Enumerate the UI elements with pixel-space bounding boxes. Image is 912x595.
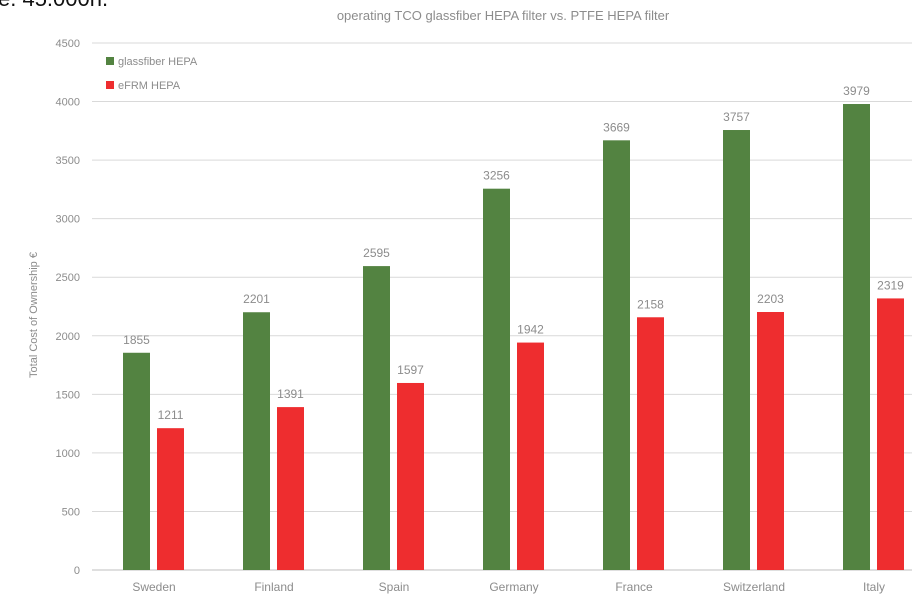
bar-efrm-switzerland — [757, 312, 784, 570]
y-tick-label: 3000 — [56, 214, 80, 226]
bar-glassfiber-spain — [363, 266, 390, 570]
legend-label: eFRM HEPA — [118, 80, 181, 92]
data-label: 3256 — [483, 169, 510, 183]
x-tick-label: Germany — [489, 580, 538, 594]
bar-efrm-finland — [277, 407, 304, 570]
y-tick-label: 4500 — [56, 38, 80, 50]
y-tick-label: 2000 — [56, 331, 80, 343]
data-labels: 1855 1211 2201 1391 2595 1597 3256 1942 3669 2158… — [123, 84, 904, 422]
bar-efrm-germany — [517, 342, 544, 570]
x-tick-label: Spain — [379, 580, 410, 594]
y-tick-label: 0 — [74, 565, 80, 577]
y-tick-label: 500 — [62, 506, 80, 518]
bar-glassfiber-finland — [243, 312, 270, 570]
data-label: 2158 — [637, 297, 664, 311]
data-label: 1855 — [123, 333, 150, 347]
x-tick-label: Italy — [863, 580, 885, 594]
y-axis-ticks: 0 500 1000 1500 2000 2500 3000 3500 4000 4500 — [56, 38, 80, 577]
data-label: 1597 — [397, 363, 424, 377]
data-label: 2203 — [757, 292, 784, 306]
data-label: 1211 — [158, 408, 184, 422]
data-label: 3757 — [723, 110, 750, 124]
data-label: 3979 — [843, 84, 870, 98]
legend-swatch — [106, 57, 114, 65]
bar-efrm-spain — [397, 382, 424, 570]
data-label: 3669 — [603, 120, 630, 134]
x-tick-label: Switzerland — [723, 580, 785, 594]
bars — [123, 104, 904, 570]
data-label: 1391 — [277, 387, 304, 401]
bar-efrm-italy — [877, 298, 904, 570]
bar-glassfiber-sweden — [123, 352, 150, 570]
x-tick-label: France — [615, 580, 653, 594]
legend-label: glassfiber HEPA — [118, 56, 198, 68]
cropped-heading-fragment: e. 45.000h. — [0, 0, 108, 12]
bar-glassfiber-switzerland — [723, 130, 750, 570]
bar-glassfiber-italy — [843, 104, 870, 570]
bar-efrm-france — [637, 317, 664, 570]
data-label: 2319 — [877, 278, 904, 292]
y-tick-label: 2500 — [56, 272, 80, 284]
bar-efrm-sweden — [157, 428, 184, 570]
y-tick-label: 1500 — [56, 389, 80, 401]
legend: glassfiber HEPA eFRM HEPA — [106, 56, 198, 92]
bar-glassfiber-france — [603, 140, 630, 570]
bar-glassfiber-germany — [483, 188, 510, 570]
data-label: 1942 — [517, 323, 544, 337]
x-axis-ticks: Sweden Finland Spain Germany France Switzerla… — [132, 580, 885, 594]
y-tick-label: 4000 — [56, 97, 80, 109]
chart-title: operating TCO glassfiber HEPA filter vs.… — [337, 8, 670, 23]
y-tick-label: 1000 — [56, 448, 80, 460]
data-label: 2595 — [363, 246, 390, 260]
x-tick-label: Sweden — [132, 580, 175, 594]
x-tick-label: Finland — [254, 580, 293, 594]
y-axis-label: Total Cost of Ownership € — [28, 252, 40, 378]
data-label: 2201 — [243, 292, 270, 306]
legend-swatch — [106, 81, 114, 89]
y-tick-label: 3500 — [56, 155, 80, 167]
